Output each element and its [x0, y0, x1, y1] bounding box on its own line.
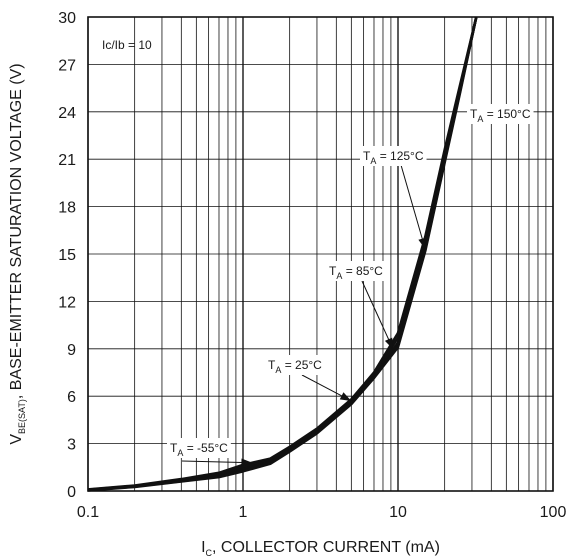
y-axis-label-rest: , BASE-EMITTER SATURATION VOLTAGE (V) [8, 63, 25, 399]
x-tick-label: 1 [239, 504, 248, 521]
annotation-label-main: T [470, 107, 478, 121]
plot-frame [87, 16, 554, 492]
series-line-4 [87, 16, 478, 492]
annotation-label: TA = -55°C [170, 441, 228, 458]
x-axis-label-sub: C [206, 548, 213, 558]
condition-label: Ic/Ib = 10 [102, 38, 152, 52]
annotation-label-sub: A [336, 271, 342, 281]
y-tick-label: 6 [67, 389, 76, 406]
annotation-label-main: T [329, 264, 337, 278]
annotation-background [265, 355, 325, 375]
y-axis-label: VBE(SAT), BASE-EMITTER SATURATION VOLTAG… [8, 63, 27, 444]
annotation-background [326, 261, 386, 281]
y-tick-label: 18 [58, 200, 76, 217]
annotation-label-sub: A [275, 365, 281, 375]
y-tick-label: 21 [58, 152, 76, 169]
annotation-label-sub: A [370, 156, 376, 166]
annotation-background [467, 104, 534, 124]
y-tick-label: 24 [58, 105, 76, 122]
y-tick-label: 12 [58, 294, 76, 311]
y-tick-label: 0 [67, 484, 76, 501]
annotation-label-sub: A [477, 114, 483, 124]
series-line-2 [87, 16, 478, 492]
annotation-arrowhead [418, 237, 427, 250]
series-line-0 [87, 16, 478, 491]
annotations: TA = -55°CTA = 25°CTA = 85°CTA = 125°CTA… [167, 104, 534, 467]
x-axis-label-main: I [201, 539, 205, 556]
x-axis-label-rest: , COLLECTOR CURRENT (mA) [212, 539, 440, 556]
x-tick-label: 0.1 [77, 504, 99, 521]
y-axis-label-sub: BE(SAT) [17, 399, 27, 434]
annotation-label-rest: = 85°C [342, 264, 383, 278]
y-tick-label: 3 [67, 437, 76, 454]
annotation-leader [361, 280, 394, 350]
x-tick-label: 10 [389, 504, 407, 521]
series-line-1 [87, 16, 478, 491]
y-tick-label: 9 [67, 342, 76, 359]
annotation-label-main: T [363, 149, 371, 163]
annotation-label: TA = 125°C [363, 149, 424, 166]
annotation-arrowhead [241, 458, 253, 467]
annotation-label-sub: A [177, 448, 183, 458]
y-tick-label: 27 [58, 57, 76, 74]
x-axis-label: IC, COLLECTOR CURRENT (mA) [201, 539, 440, 558]
annotation-leader [400, 164, 426, 250]
annotation-arrowhead [339, 392, 352, 401]
y-axis-label-main: V [8, 434, 25, 445]
y-tick-label: 15 [58, 247, 76, 264]
annotation-label: TA = 150°C [470, 107, 531, 124]
annotation-label-rest: = 125°C [376, 149, 423, 163]
y-tick-label: 30 [58, 10, 76, 27]
annotation-label: TA = 25°C [268, 358, 322, 375]
annotation-leader [181, 460, 253, 464]
tick-labels: 0.1 1 10 100 0 3 6 9 12 15 18 21 24 27 30 [58, 10, 566, 521]
annotation-label-rest: = 150°C [483, 107, 530, 121]
grid [87, 16, 554, 492]
annotation-background [360, 146, 427, 166]
annotation-label-rest: = 25°C [281, 358, 322, 372]
x-tick-label: 100 [540, 504, 567, 521]
series-group [87, 16, 478, 492]
annotation-label-main: T [170, 441, 178, 455]
annotation-label-main: T [268, 358, 276, 372]
annotation-background [167, 438, 231, 458]
annotation-label-rest: = -55°C [183, 441, 228, 455]
annotation-arrowhead [384, 337, 394, 350]
annotation-label: TA = 85°C [329, 264, 383, 281]
